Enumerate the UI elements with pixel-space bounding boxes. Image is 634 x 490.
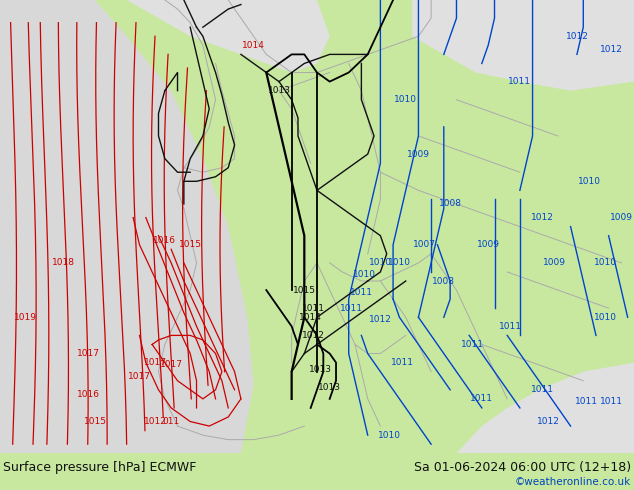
Text: 1011: 1011 bbox=[575, 396, 598, 406]
Text: 1012: 1012 bbox=[531, 213, 553, 222]
Text: 1013: 1013 bbox=[268, 86, 290, 95]
Text: 1017: 1017 bbox=[77, 349, 100, 358]
Text: 1009: 1009 bbox=[477, 240, 500, 249]
Text: ©weatheronline.co.uk: ©weatheronline.co.uk bbox=[515, 477, 631, 487]
Polygon shape bbox=[127, 0, 330, 73]
Text: 1010: 1010 bbox=[378, 431, 401, 440]
Text: Surface pressure [hPa] ECMWF: Surface pressure [hPa] ECMWF bbox=[3, 462, 197, 474]
Text: 1008: 1008 bbox=[439, 199, 462, 208]
Polygon shape bbox=[456, 363, 634, 453]
Text: 1009: 1009 bbox=[543, 258, 566, 268]
Text: 1019: 1019 bbox=[14, 313, 37, 322]
Text: 1012: 1012 bbox=[566, 32, 588, 41]
Text: 1013: 1013 bbox=[309, 365, 332, 374]
Text: 1018: 1018 bbox=[52, 258, 75, 268]
Text: 1015: 1015 bbox=[293, 286, 316, 294]
Text: 1011: 1011 bbox=[499, 322, 522, 331]
Text: 1017: 1017 bbox=[128, 372, 151, 381]
Text: 1011: 1011 bbox=[508, 77, 531, 86]
Text: 1010: 1010 bbox=[353, 270, 376, 279]
Text: 1009: 1009 bbox=[407, 149, 430, 159]
Text: 1011: 1011 bbox=[302, 304, 325, 313]
Polygon shape bbox=[412, 0, 634, 91]
Text: 1014: 1014 bbox=[299, 313, 322, 322]
Text: 1009: 1009 bbox=[610, 213, 633, 222]
Text: 1010: 1010 bbox=[388, 258, 411, 268]
Text: 1011: 1011 bbox=[391, 358, 414, 367]
Text: 1011: 1011 bbox=[470, 394, 493, 403]
Text: 1011: 1011 bbox=[350, 288, 373, 297]
Text: 1008: 1008 bbox=[432, 276, 455, 286]
Text: 1017: 1017 bbox=[144, 358, 167, 367]
Text: 1015: 1015 bbox=[179, 240, 202, 249]
Text: Sa 01-06-2024 06:00 UTC (12+18): Sa 01-06-2024 06:00 UTC (12+18) bbox=[414, 462, 631, 474]
Text: 1010: 1010 bbox=[594, 258, 617, 268]
Text: 1010: 1010 bbox=[394, 95, 417, 104]
Text: 1016: 1016 bbox=[77, 390, 100, 399]
Text: 1013: 1013 bbox=[318, 383, 341, 392]
Polygon shape bbox=[0, 0, 254, 453]
Text: 1011: 1011 bbox=[531, 385, 553, 394]
Text: 1014: 1014 bbox=[242, 41, 265, 50]
Text: 1010: 1010 bbox=[594, 313, 617, 322]
Text: 1016: 1016 bbox=[153, 236, 176, 245]
Text: 011: 011 bbox=[162, 417, 180, 426]
Text: 1011: 1011 bbox=[461, 340, 484, 349]
Text: 1010: 1010 bbox=[578, 177, 601, 186]
Text: 1015: 1015 bbox=[84, 417, 107, 426]
Text: 1011: 1011 bbox=[340, 304, 363, 313]
Text: 1012: 1012 bbox=[302, 331, 325, 340]
Text: 1012: 1012 bbox=[144, 417, 167, 426]
Text: 1017: 1017 bbox=[160, 360, 183, 369]
Text: 1012: 1012 bbox=[369, 315, 392, 324]
Text: 1007: 1007 bbox=[413, 240, 436, 249]
Text: 1012: 1012 bbox=[537, 417, 560, 426]
Text: 1012: 1012 bbox=[600, 46, 623, 54]
Text: 1010: 1010 bbox=[369, 258, 392, 268]
Text: 1011: 1011 bbox=[600, 396, 623, 406]
